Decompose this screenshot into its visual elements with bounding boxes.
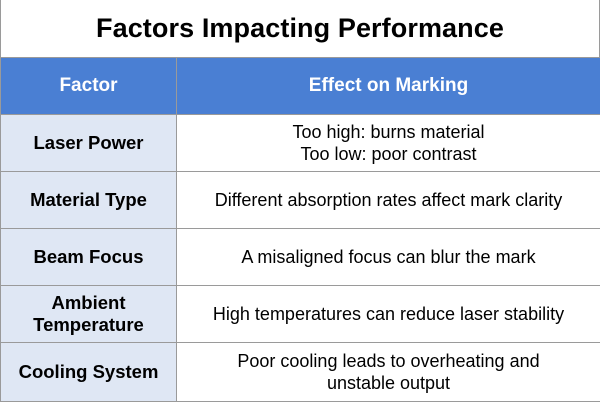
factor-label: Ambient (5, 292, 172, 314)
effect-text: unstable output (181, 372, 596, 394)
effect-text: High temperatures can reduce laser stabi… (181, 303, 596, 325)
table-row: Ambient Temperature High temperatures ca… (1, 286, 600, 343)
factor-label: Cooling System (5, 361, 172, 383)
factor-cell: Ambient Temperature (1, 286, 177, 343)
factor-label: Laser Power (5, 132, 172, 154)
factor-cell: Laser Power (1, 115, 177, 172)
column-header-effect: Effect on Marking (177, 58, 600, 115)
column-header-factor: Factor (1, 58, 177, 115)
factor-cell: Material Type (1, 172, 177, 229)
effect-cell: Too high: burns material Too low: poor c… (177, 115, 600, 172)
table-title: Factors Impacting Performance (0, 0, 600, 57)
factors-table: Factor Effect on Marking Laser Power Too… (0, 57, 600, 402)
factor-label: Material Type (5, 189, 172, 211)
table-header-row: Factor Effect on Marking (1, 58, 600, 115)
factor-label: Temperature (5, 314, 172, 336)
effect-cell: Poor cooling leads to overheating and un… (177, 343, 600, 402)
effect-cell: High temperatures can reduce laser stabi… (177, 286, 600, 343)
factor-cell: Cooling System (1, 343, 177, 402)
table-row: Material Type Different absorption rates… (1, 172, 600, 229)
table-row: Beam Focus A misaligned focus can blur t… (1, 229, 600, 286)
effect-text: Poor cooling leads to overheating and (181, 350, 596, 372)
table-row: Laser Power Too high: burns material Too… (1, 115, 600, 172)
effect-cell: A misaligned focus can blur the mark (177, 229, 600, 286)
effect-text: Too low: poor contrast (181, 143, 596, 165)
effect-text: Different absorption rates affect mark c… (181, 189, 596, 211)
table-row: Cooling System Poor cooling leads to ove… (1, 343, 600, 402)
effect-text: A misaligned focus can blur the mark (181, 246, 596, 268)
factor-cell: Beam Focus (1, 229, 177, 286)
effect-text: Too high: burns material (181, 121, 596, 143)
factor-label: Beam Focus (5, 246, 172, 268)
effect-cell: Different absorption rates affect mark c… (177, 172, 600, 229)
